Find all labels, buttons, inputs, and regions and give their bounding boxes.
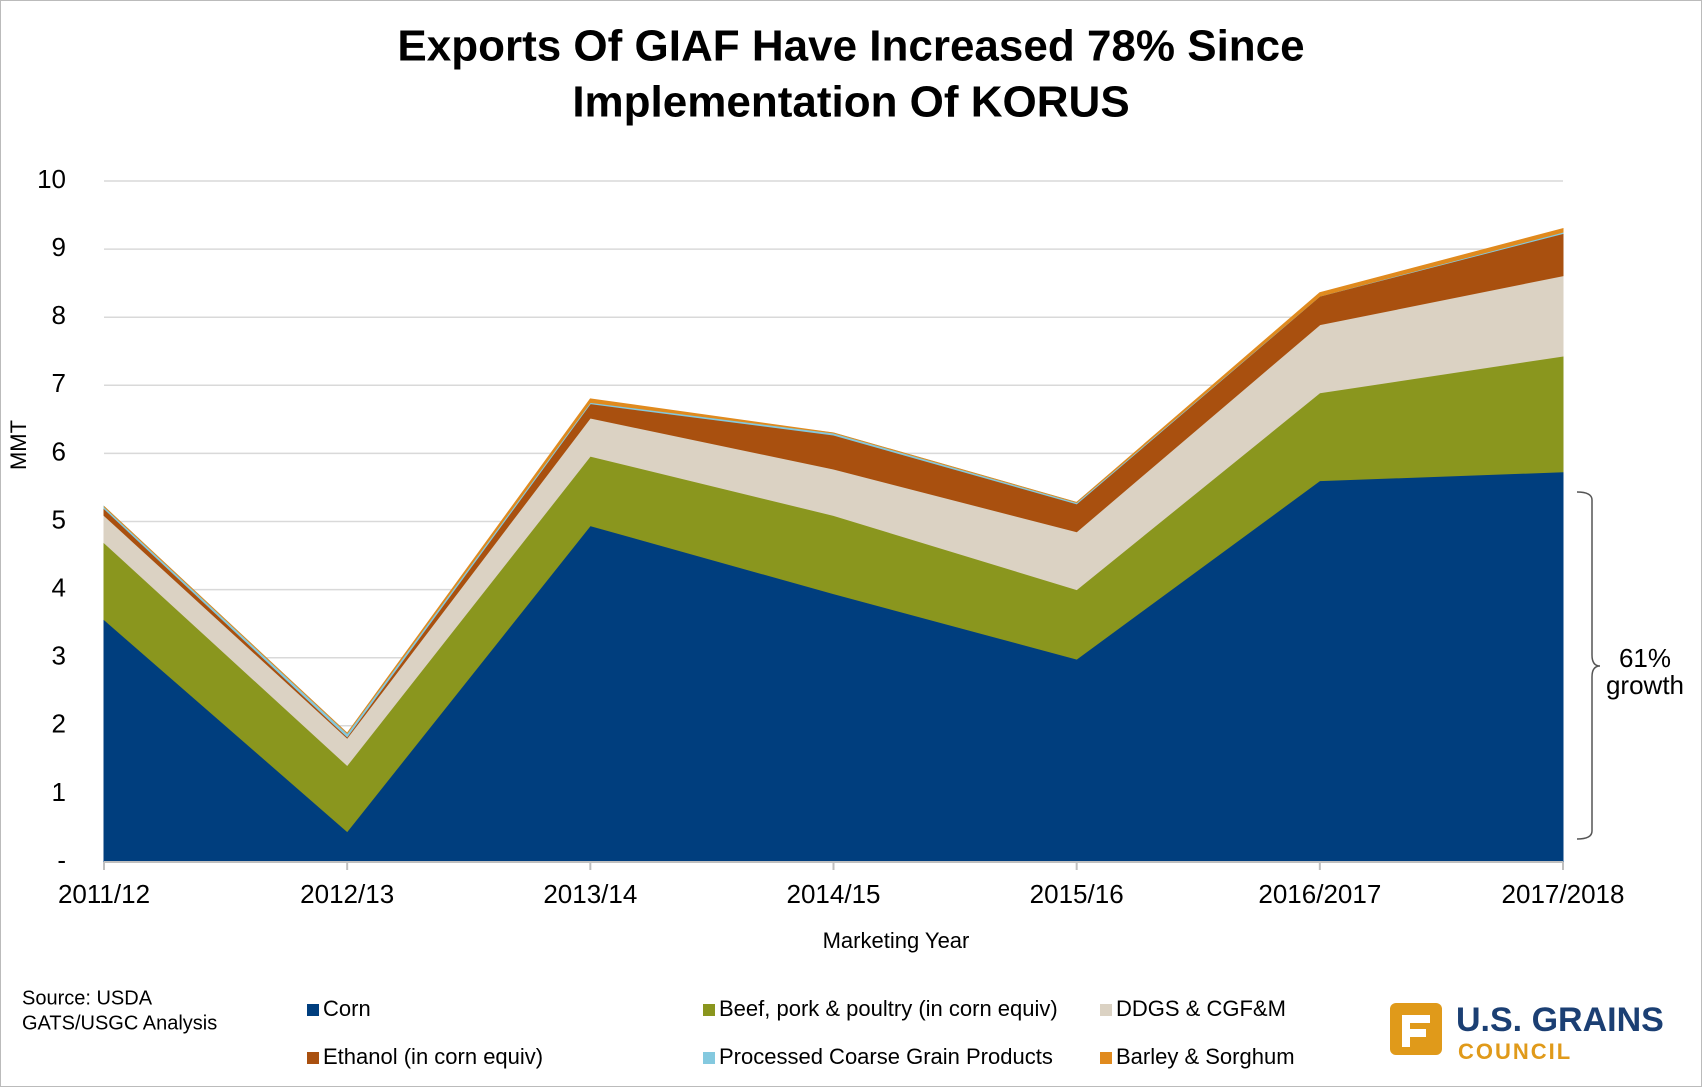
legend-label: Ethanol (in corn equiv) (323, 1044, 543, 1069)
legend-swatch (1100, 1052, 1112, 1064)
legend-label: DDGS & CGF&M (1116, 996, 1286, 1021)
source: Source: USDA (22, 987, 153, 1009)
logo-text: COUNCIL (1458, 1039, 1572, 1064)
logo-text: U.S. GRAINS (1456, 1001, 1664, 1039)
y-tick-label: 4 (52, 572, 66, 602)
legend-label: Beef, pork & poultry (in corn equiv) (719, 996, 1058, 1021)
chart-title: Exports Of GIAF Have Increased 78% Since (397, 22, 1304, 71)
annotation: 61% (1619, 643, 1671, 673)
x-tick-label: 2013/14 (543, 879, 637, 909)
x-tick-label: 2015/16 (1030, 879, 1124, 909)
y-tick-label: 5 (52, 504, 66, 534)
x-tick-label: 2014/15 (787, 879, 881, 909)
x-tick-label: 2017/2018 (1502, 879, 1625, 909)
legend-swatch (703, 1004, 715, 1016)
y-tick-label: 8 (52, 300, 66, 330)
x-axis-title: Marketing Year (823, 928, 970, 953)
source: GATS/USGC Analysis (22, 1012, 217, 1034)
annotation: growth (1606, 670, 1684, 700)
y-tick-label: 1 (52, 777, 66, 807)
legend-swatch (1100, 1004, 1112, 1016)
x-tick-label: 2011/12 (58, 879, 150, 909)
area (103, 228, 1564, 735)
chart-title: Implementation Of KORUS (572, 78, 1129, 127)
legend-label: Corn (323, 996, 371, 1021)
legend-swatch (307, 1004, 319, 1016)
y-tick-label: 3 (52, 641, 66, 671)
y-tick-label: - (57, 845, 66, 875)
logo-glyph (1402, 1015, 1430, 1047)
y-tick-label: 6 (52, 436, 66, 466)
bracket (1576, 491, 1601, 840)
y-tick-label: 10 (37, 164, 66, 194)
y-axis-title: MMT (6, 420, 31, 470)
legend-swatch (703, 1052, 715, 1064)
legend-label: Processed Coarse Grain Products (719, 1044, 1053, 1069)
legend-swatch (307, 1052, 319, 1064)
y-tick-label: 2 (52, 709, 66, 739)
y-tick-label: 9 (52, 232, 66, 262)
x-tick-label: 2012/13 (300, 879, 394, 909)
x-tick-label: 2016/2017 (1258, 879, 1381, 909)
logo: U.S. GRAINS COUNCIL (1390, 1001, 1664, 1064)
y-tick-label: 7 (52, 368, 66, 398)
legend-label: Barley & Sorghum (1116, 1044, 1295, 1069)
